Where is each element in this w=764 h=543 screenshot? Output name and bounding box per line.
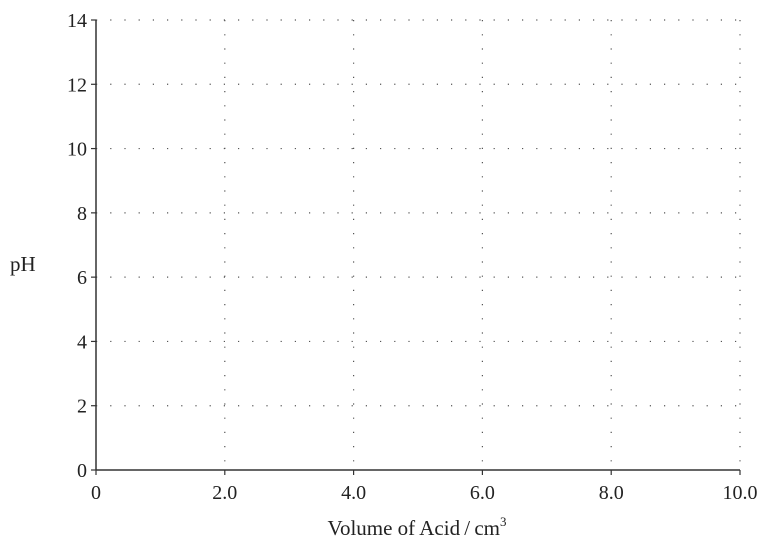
- x-tick-label: 0: [91, 482, 101, 504]
- y-tick-label: 6: [77, 267, 87, 289]
- y-tick-label: 12: [67, 74, 87, 96]
- y-tick-label: 2: [77, 396, 87, 418]
- x-axis-label-text: Volume of Acid / cm: [327, 516, 500, 540]
- x-ticks: 0 2.0 4.0 6.0 8.0 10.0: [91, 470, 758, 504]
- y-axis-label: pH: [10, 252, 36, 276]
- grid: [96, 19, 741, 470]
- x-tick-label: 2.0: [212, 482, 237, 504]
- x-tick-label: 8.0: [599, 482, 624, 504]
- axes: [95, 20, 740, 471]
- y-tick-label: 14: [67, 10, 87, 32]
- y-tick-label: 10: [67, 139, 87, 161]
- y-tick-label: 0: [77, 460, 87, 482]
- y-tick-label: 8: [77, 203, 87, 225]
- x-axis-label-superscript: 3: [500, 514, 507, 529]
- x-tick-label: 10.0: [723, 482, 758, 504]
- y-tick-label: 4: [77, 331, 87, 353]
- y-ticks: 0 2 4 6 8 10 12 14: [67, 10, 96, 482]
- x-axis-label: Volume of Acid / cm3: [327, 514, 506, 540]
- x-tick-label: 6.0: [470, 482, 495, 504]
- x-tick-label: 4.0: [341, 482, 366, 504]
